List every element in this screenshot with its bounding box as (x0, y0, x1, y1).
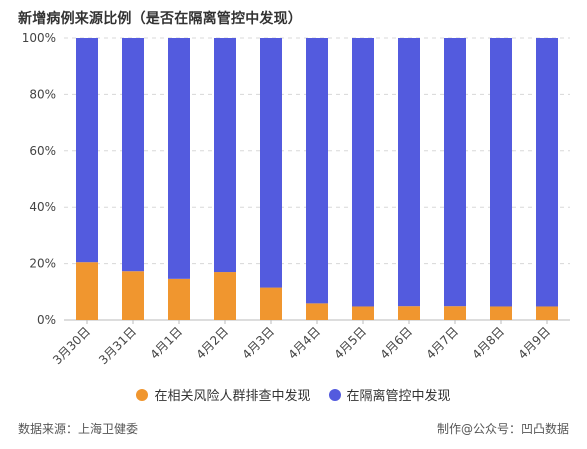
footer: 数据来源：上海卫健委 制作@公众号：凹凸数据 (18, 420, 569, 437)
y-tick-label: 20% (29, 257, 56, 271)
bar-quarantine (306, 38, 328, 304)
legend-dot-quarantine (328, 388, 341, 401)
bar-screening (352, 306, 374, 320)
x-tick-label: 4月2日 (193, 324, 231, 362)
x-tick-label: 4月8日 (469, 324, 507, 362)
bar-screening (490, 306, 512, 320)
bar-screening (398, 306, 420, 320)
data-source: 数据来源：上海卫健委 (18, 422, 139, 436)
bar-screening (444, 306, 466, 320)
legend-item-screening[interactable]: 在相关风险人群排查中发现 (136, 385, 311, 404)
x-tick-label: 3月30日 (50, 324, 93, 367)
bar-screening (76, 262, 98, 320)
chart-title: 新增病例来源比例（是否在隔离管控中发现） (18, 11, 302, 27)
x-tick-label: 4月4日 (285, 324, 323, 362)
x-tick-label: 4月6日 (377, 324, 415, 362)
bar-screening (122, 271, 144, 320)
y-tick-label: 40% (29, 200, 56, 214)
y-tick-label: 0% (37, 313, 56, 327)
credit: 制作@公众号：凹凸数据 (436, 422, 569, 436)
legend-dot-screening (136, 388, 149, 401)
bar-quarantine (260, 38, 282, 288)
legend-label-quarantine: 在隔离管控中发现 (346, 389, 451, 404)
bar-quarantine (122, 38, 144, 272)
y-tick-label: 80% (29, 87, 56, 101)
x-tick-label: 3月31日 (96, 324, 139, 367)
bar-screening (536, 306, 558, 320)
x-tick-label: 4月3日 (239, 324, 277, 362)
bar-quarantine (76, 38, 98, 263)
bar-quarantine (168, 38, 190, 279)
bar-screening (306, 303, 328, 320)
bar-screening (214, 272, 236, 320)
bar-screening (260, 287, 282, 320)
bar-quarantine (490, 38, 512, 307)
y-tick-label: 60% (29, 144, 56, 158)
bar-quarantine (444, 38, 466, 307)
bar-screening (168, 278, 190, 320)
legend: 在相关风险人群排查中发现 在隔离管控中发现 (0, 385, 587, 404)
x-tick-label: 4月5日 (331, 324, 369, 362)
x-tick-label: 4月9日 (515, 324, 553, 362)
bar-quarantine (352, 38, 374, 307)
bar-quarantine (398, 38, 420, 307)
x-tick-label: 4月7日 (423, 324, 461, 362)
y-tick-label: 100% (22, 31, 56, 45)
bar-quarantine (214, 38, 236, 273)
x-tick-label: 4月1日 (147, 324, 185, 362)
legend-item-quarantine[interactable]: 在隔离管控中发现 (328, 385, 451, 404)
bar-quarantine (536, 38, 558, 307)
legend-label-screening: 在相关风险人群排查中发现 (154, 389, 311, 404)
